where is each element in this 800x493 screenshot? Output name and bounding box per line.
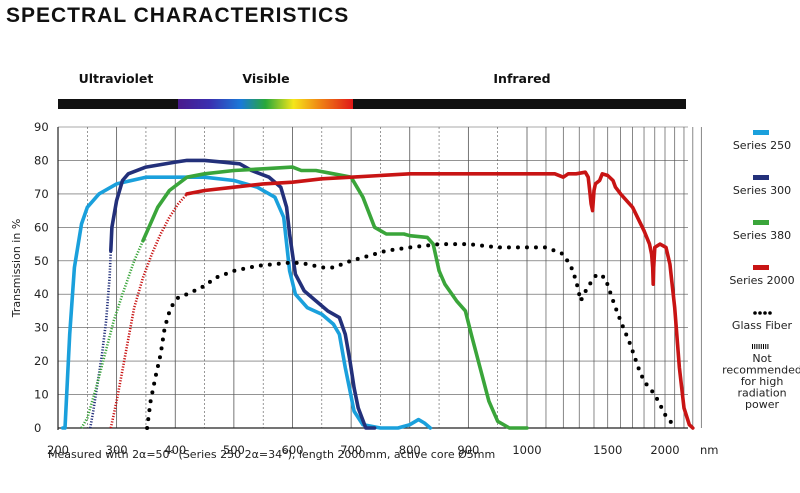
y-tick-label: 80 (34, 153, 49, 167)
legend-swatch-dot (763, 311, 767, 315)
legend-label: recommended (722, 364, 800, 377)
legend-swatch (753, 175, 769, 180)
y-axis-label: Transmission in % (10, 219, 23, 319)
series-line (88, 250, 113, 429)
x-tick-label: 200 (47, 443, 69, 457)
legend-swatch-hatch (758, 344, 760, 349)
legend-swatch-dot (753, 311, 757, 315)
x-tick-label: 1500 (593, 443, 622, 457)
series-line (185, 170, 695, 430)
legend-swatch-hatch (765, 344, 767, 349)
y-tick-label: 40 (34, 287, 49, 301)
y-tick-label: 20 (34, 354, 49, 368)
spectrum-band-labels: Ultraviolet Visible Infrared (79, 71, 551, 86)
series-line (109, 158, 377, 430)
band-bar-dark (58, 99, 686, 109)
legend-swatch-dot (758, 311, 762, 315)
legend-swatch-hatch (760, 344, 762, 349)
legend-swatch-hatch (756, 344, 758, 349)
legend-label: power (745, 398, 779, 411)
legend-label: Series 380 (733, 229, 791, 242)
y-tick-label: 60 (34, 220, 49, 234)
x-tick-label: 500 (223, 443, 245, 457)
legend-swatch-hatch (763, 344, 764, 349)
x-tick-label: 600 (282, 443, 304, 457)
band-label: Visible (242, 71, 289, 86)
series-line (80, 240, 145, 429)
legend-swatch (753, 130, 769, 135)
legend-swatch (753, 265, 769, 270)
legend-label: for high (741, 375, 784, 388)
x-tick-label: 700 (340, 443, 362, 457)
series-line (109, 193, 188, 429)
y-tick-label: 90 (34, 120, 49, 134)
legend-label: Not (752, 352, 772, 365)
x-tick-label: 2000 (650, 443, 679, 457)
series-line (145, 242, 677, 430)
chart-footnote: Measured with 2α=50° (Series 250 2α=34°)… (48, 448, 495, 461)
x-tick-label: 300 (106, 443, 128, 457)
x-tick-label: 800 (399, 443, 421, 457)
y-tick-label: 0 (34, 421, 41, 435)
legend-label: radiation (737, 387, 786, 400)
x-unit-label: nm (700, 443, 719, 457)
series-line (141, 165, 529, 430)
spectrum-band-bar (58, 99, 686, 109)
legend-swatch-hatch (752, 344, 753, 349)
band-label: Infrared (493, 71, 550, 86)
chart-legend: Series 250 Series 300 Series 380 Series 200… (722, 130, 800, 411)
y-tick-label: 30 (34, 321, 49, 335)
y-tick-label: 70 (34, 187, 49, 201)
y-tick-label: 10 (34, 388, 49, 402)
band-bar-visible-gradient (178, 99, 353, 109)
x-tick-label: 1000 (512, 443, 541, 457)
legend-swatch-hatch (767, 344, 769, 349)
band-label: Ultraviolet (79, 71, 154, 86)
page-title: SPECTRAL CHARACTERISTICS (6, 4, 350, 27)
series-line (60, 175, 433, 430)
x-tick-label: 900 (457, 443, 479, 457)
chart-axes: 0 10 20 30 40 50 60 70 80 90 200 300 400 500 600 700 800… (34, 120, 719, 457)
legend-label: Series 2000 (729, 274, 794, 287)
legend-swatch (753, 220, 769, 225)
legend-swatch-dot (768, 311, 772, 315)
chart-series (60, 158, 695, 430)
legend-swatch-hatch (754, 344, 756, 349)
legend-label: Glass Fiber (732, 319, 793, 332)
y-tick-label: 50 (34, 254, 49, 268)
legend-label: Series 300 (733, 184, 791, 197)
legend-label: Series 250 (733, 139, 791, 152)
x-tick-label: 400 (164, 443, 186, 457)
